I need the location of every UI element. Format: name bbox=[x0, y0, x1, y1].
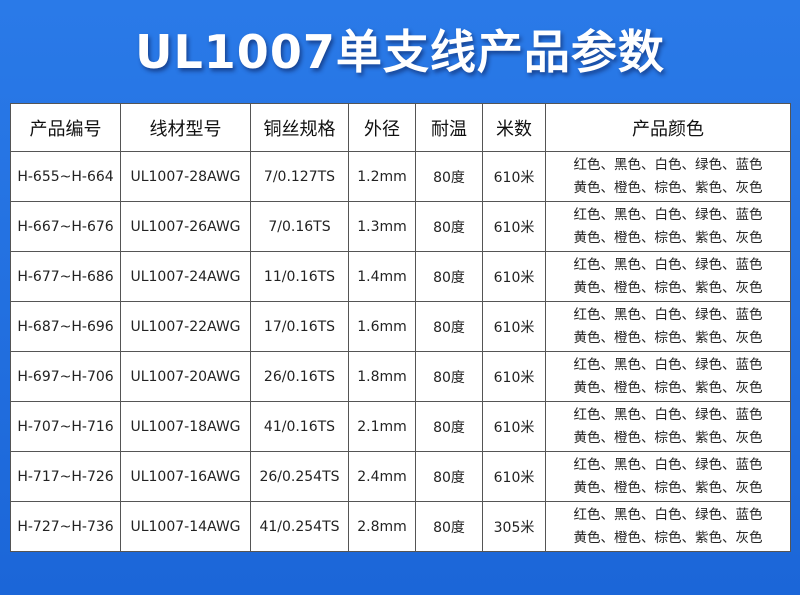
table-row: H-687~H-696 UL1007-22AWG 17/0.16TS 1.6mm 80度… bbox=[10, 301, 791, 352]
color-cell: 红色、黑色、白色、绿色、蓝色 黄色、橙色、棕色、紫色、灰色 bbox=[545, 401, 791, 452]
table-cell: 610米 bbox=[482, 201, 546, 252]
table-cell: UL1007-14AWG bbox=[120, 501, 251, 552]
table-cell: UL1007-18AWG bbox=[120, 401, 251, 452]
color-line: 红色、黑色、白色、绿色、蓝色 bbox=[573, 456, 763, 473]
table-cell: 17/0.16TS bbox=[250, 301, 349, 352]
table-row: H-717~H-726 UL1007-16AWG 26/0.254TS 2.4mm 80… bbox=[10, 451, 791, 502]
color-cell: 红色、黑色、白色、绿色、蓝色 黄色、橙色、棕色、紫色、灰色 bbox=[545, 451, 791, 502]
table-cell: 1.2mm bbox=[348, 151, 416, 202]
table-cell: UL1007-28AWG bbox=[120, 151, 251, 202]
color-line: 红色、黑色、白色、绿色、蓝色 bbox=[573, 306, 763, 323]
table-cell: 610米 bbox=[482, 401, 546, 452]
table-cell: 26/0.254TS bbox=[250, 451, 349, 502]
table-cell: 11/0.16TS bbox=[250, 251, 349, 302]
table-cell: UL1007-20AWG bbox=[120, 351, 251, 402]
column-header: 产品编号 bbox=[10, 103, 121, 152]
color-line: 红色、黑色、白色、绿色、蓝色 bbox=[573, 206, 763, 223]
table-cell: H-697~H-706 bbox=[10, 351, 121, 402]
table-cell: 1.8mm bbox=[348, 351, 416, 402]
color-line: 黄色、橙色、棕色、紫色、灰色 bbox=[573, 279, 763, 296]
color-cell: 红色、黑色、白色、绿色、蓝色 黄色、橙色、棕色、紫色、灰色 bbox=[545, 501, 791, 552]
color-line: 黄色、橙色、棕色、紫色、灰色 bbox=[573, 329, 763, 346]
table-cell: 80度 bbox=[415, 501, 483, 552]
column-header: 产品颜色 bbox=[545, 103, 791, 152]
table-cell: 41/0.16TS bbox=[250, 401, 349, 452]
table-cell: UL1007-24AWG bbox=[120, 251, 251, 302]
table-cell: 80度 bbox=[415, 401, 483, 452]
column-header: 米数 bbox=[482, 103, 546, 152]
spec-table: 产品编号 线材型号 铜丝规格 外径 耐温 米数 产品颜色 H-655~H-664 UL1007… bbox=[10, 103, 791, 552]
table-cell: UL1007-16AWG bbox=[120, 451, 251, 502]
color-cell: 红色、黑色、白色、绿色、蓝色 黄色、橙色、棕色、紫色、灰色 bbox=[545, 201, 791, 252]
table-row: H-727~H-736 UL1007-14AWG 41/0.254TS 2.8mm 80… bbox=[10, 501, 791, 552]
table-cell: H-667~H-676 bbox=[10, 201, 121, 252]
color-line: 红色、黑色、白色、绿色、蓝色 bbox=[573, 356, 763, 373]
table-cell: H-727~H-736 bbox=[10, 501, 121, 552]
table-cell: 610米 bbox=[482, 151, 546, 202]
column-header: 外径 bbox=[348, 103, 416, 152]
table-cell: 1.3mm bbox=[348, 201, 416, 252]
table-cell: 2.1mm bbox=[348, 401, 416, 452]
table-row: H-697~H-706 UL1007-20AWG 26/0.16TS 1.8mm 80度… bbox=[10, 351, 791, 402]
table-cell: 80度 bbox=[415, 301, 483, 352]
column-header: 线材型号 bbox=[120, 103, 251, 152]
table-cell: H-655~H-664 bbox=[10, 151, 121, 202]
table-cell: H-717~H-726 bbox=[10, 451, 121, 502]
column-header: 铜丝规格 bbox=[250, 103, 349, 152]
table-cell: H-707~H-716 bbox=[10, 401, 121, 452]
table-cell: 2.8mm bbox=[348, 501, 416, 552]
table-cell: 80度 bbox=[415, 251, 483, 302]
table-cell: 610米 bbox=[482, 351, 546, 402]
color-line: 黄色、橙色、棕色、紫色、灰色 bbox=[573, 429, 763, 446]
color-line: 红色、黑色、白色、绿色、蓝色 bbox=[573, 506, 763, 523]
color-line: 红色、黑色、白色、绿色、蓝色 bbox=[573, 156, 763, 173]
color-cell: 红色、黑色、白色、绿色、蓝色 黄色、橙色、棕色、紫色、灰色 bbox=[545, 301, 791, 352]
table-cell: 80度 bbox=[415, 151, 483, 202]
table-cell: 80度 bbox=[415, 351, 483, 402]
table-cell: 41/0.254TS bbox=[250, 501, 349, 552]
table-row: H-655~H-664 UL1007-28AWG 7/0.127TS 1.2mm 80度… bbox=[10, 151, 791, 202]
table-cell: UL1007-26AWG bbox=[120, 201, 251, 252]
table-cell: H-677~H-686 bbox=[10, 251, 121, 302]
color-cell: 红色、黑色、白色、绿色、蓝色 黄色、橙色、棕色、紫色、灰色 bbox=[545, 251, 791, 302]
table-cell: 7/0.16TS bbox=[250, 201, 349, 252]
table-cell: 610米 bbox=[482, 251, 546, 302]
color-line: 黄色、橙色、棕色、紫色、灰色 bbox=[573, 379, 763, 396]
color-cell: 红色、黑色、白色、绿色、蓝色 黄色、橙色、棕色、紫色、灰色 bbox=[545, 351, 791, 402]
color-line: 红色、黑色、白色、绿色、蓝色 bbox=[573, 256, 763, 273]
table-cell: 80度 bbox=[415, 201, 483, 252]
table-cell: 610米 bbox=[482, 451, 546, 502]
color-line: 黄色、橙色、棕色、紫色、灰色 bbox=[573, 529, 763, 546]
table-cell: 1.4mm bbox=[348, 251, 416, 302]
header-row: 产品编号 线材型号 铜丝规格 外径 耐温 米数 产品颜色 bbox=[10, 103, 791, 152]
title: UL1007单支线产品参数 bbox=[135, 25, 665, 79]
color-line: 黄色、橙色、棕色、紫色、灰色 bbox=[573, 229, 763, 246]
color-line: 红色、黑色、白色、绿色、蓝色 bbox=[573, 406, 763, 423]
table-row: H-707~H-716 UL1007-18AWG 41/0.16TS 2.1mm 80度… bbox=[10, 401, 791, 452]
table-row: H-667~H-676 UL1007-26AWG 7/0.16TS 1.3mm 80度 6… bbox=[10, 201, 791, 252]
table-cell: H-687~H-696 bbox=[10, 301, 121, 352]
table-cell: 2.4mm bbox=[348, 451, 416, 502]
color-line: 黄色、橙色、棕色、紫色、灰色 bbox=[573, 179, 763, 196]
table-cell: 1.6mm bbox=[348, 301, 416, 352]
table-cell: 80度 bbox=[415, 451, 483, 502]
table-cell: 305米 bbox=[482, 501, 546, 552]
table-cell: 26/0.16TS bbox=[250, 351, 349, 402]
column-header: 耐温 bbox=[415, 103, 483, 152]
table-cell: 610米 bbox=[482, 301, 546, 352]
color-line: 黄色、橙色、棕色、紫色、灰色 bbox=[573, 479, 763, 496]
table-row: H-677~H-686 UL1007-24AWG 11/0.16TS 1.4mm 80度… bbox=[10, 251, 791, 302]
table-cell: 7/0.127TS bbox=[250, 151, 349, 202]
table-cell: UL1007-22AWG bbox=[120, 301, 251, 352]
color-cell: 红色、黑色、白色、绿色、蓝色 黄色、橙色、棕色、紫色、灰色 bbox=[545, 151, 791, 202]
